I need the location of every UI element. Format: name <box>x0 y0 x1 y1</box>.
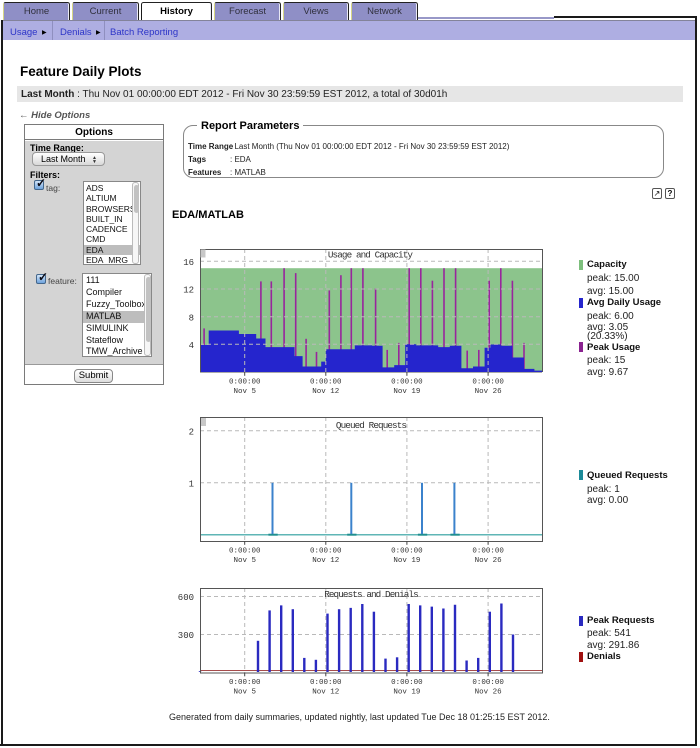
svg-text:0:00:00: 0:00:00 <box>391 679 423 687</box>
svg-text:Queued Requests: Queued Requests <box>336 420 407 431</box>
svg-text:0:00:00: 0:00:00 <box>472 547 504 555</box>
svg-text:Nov 5: Nov 5 <box>233 388 256 396</box>
svg-text:0:00:00: 0:00:00 <box>310 378 342 386</box>
svg-text:0:00:00: 0:00:00 <box>229 679 261 687</box>
svg-text:12: 12 <box>183 286 194 296</box>
svg-text:16: 16 <box>183 258 194 268</box>
svg-text:Nov 5: Nov 5 <box>233 688 256 696</box>
svg-text:2: 2 <box>189 428 194 438</box>
svg-text:Nov 12: Nov 12 <box>312 388 339 396</box>
svg-text:0:00:00: 0:00:00 <box>229 378 261 386</box>
svg-text:Nov 12: Nov 12 <box>312 688 339 696</box>
svg-text:Nov 26: Nov 26 <box>475 388 503 396</box>
svg-text:600: 600 <box>178 593 194 603</box>
svg-text:Nov 19: Nov 19 <box>393 688 420 696</box>
svg-text:0:00:00: 0:00:00 <box>391 378 423 386</box>
svg-text:0:00:00: 0:00:00 <box>310 679 342 687</box>
svg-text:Requests and Denials: Requests and Denials <box>324 589 418 600</box>
svg-text:4: 4 <box>189 341 194 351</box>
svg-text:Nov 5: Nov 5 <box>233 557 256 565</box>
svg-text:Nov 19: Nov 19 <box>393 388 420 396</box>
svg-text:Usage and Capacity: Usage and Capacity <box>328 250 414 261</box>
svg-text:Nov 26: Nov 26 <box>475 557 503 565</box>
svg-text:0:00:00: 0:00:00 <box>472 679 504 687</box>
svg-text:Nov 26: Nov 26 <box>475 688 503 696</box>
svg-text:0:00:00: 0:00:00 <box>310 547 342 555</box>
svg-text:8: 8 <box>189 313 194 323</box>
svg-text:0:00:00: 0:00:00 <box>472 378 504 386</box>
svg-text:Nov 12: Nov 12 <box>312 557 339 565</box>
svg-text:Nov 19: Nov 19 <box>393 557 420 565</box>
svg-text:0:00:00: 0:00:00 <box>391 547 423 555</box>
svg-text:1: 1 <box>189 480 194 490</box>
svg-text:0:00:00: 0:00:00 <box>229 547 261 555</box>
svg-text:300: 300 <box>178 631 194 641</box>
